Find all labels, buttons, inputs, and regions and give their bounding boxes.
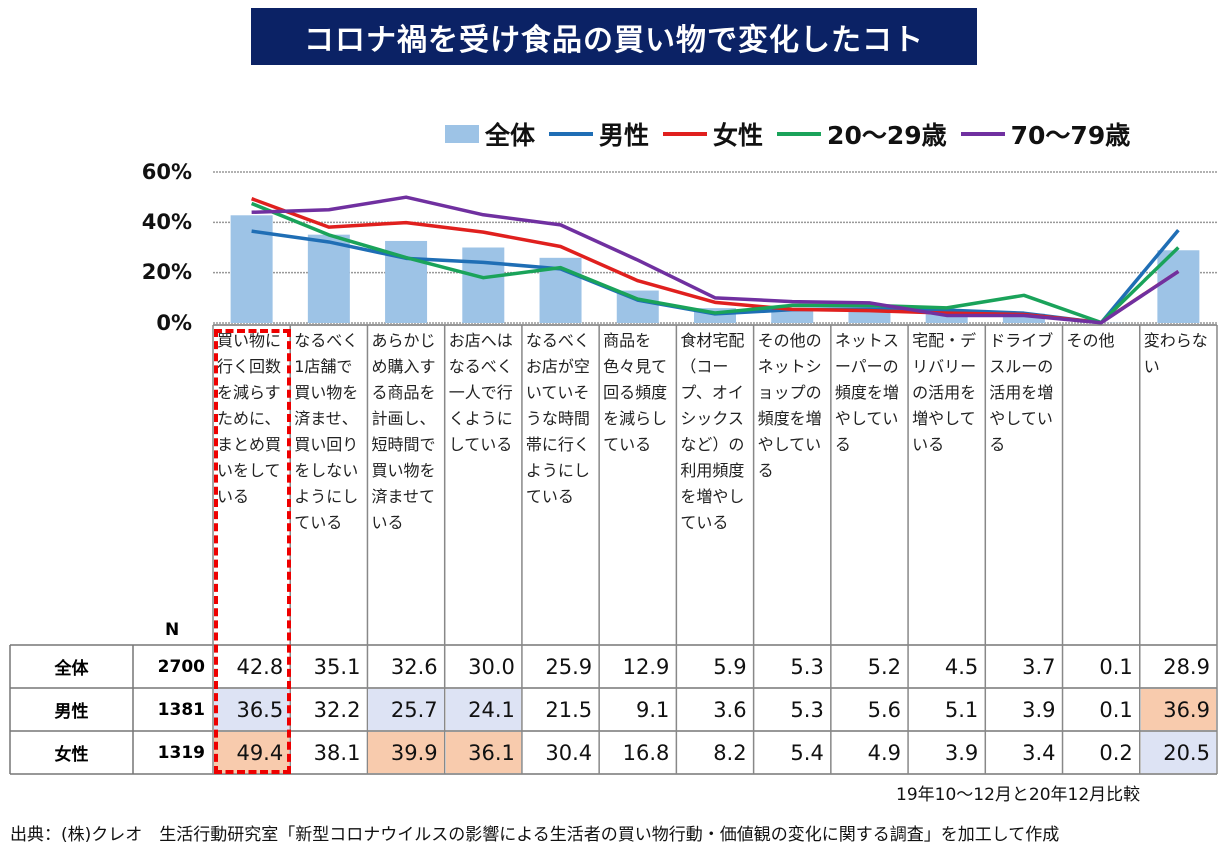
row-label: 男性 <box>54 702 89 722</box>
n-value: 1381 <box>157 699 205 720</box>
legend-item: 全体 <box>445 116 535 152</box>
table-cell: 20.5 <box>1140 732 1216 773</box>
legend-swatch <box>445 125 479 143</box>
legend-label: 70～79歳 <box>1010 121 1131 150</box>
table-cell: 36.9 <box>1140 689 1216 730</box>
series-line-70～79歳 <box>251 195 1180 325</box>
legend-swatch <box>960 132 1005 136</box>
table-cell: 0.2 <box>1099 740 1133 765</box>
bar <box>925 311 968 323</box>
category-label: その他 <box>1066 331 1115 350</box>
table-cell: 0.1 <box>1099 697 1133 722</box>
table-cell: 39.9 <box>368 732 444 773</box>
series-line-20～29歳 <box>250 201 1180 325</box>
table-cell: 5.3 <box>790 697 824 722</box>
category-label: 買い物に行く回数を減らすために、まとめ買いをしている <box>217 331 282 506</box>
legend-label: 全体 <box>485 121 536 150</box>
category-label: なるべくお店が空いていそうな時間帯に行くようにしている <box>525 331 590 506</box>
y-tick-0: 0% <box>156 311 192 335</box>
table-cell: 36.5 <box>214 689 290 730</box>
category-label: お店へはなるべく一人で行くようにしている <box>448 331 513 454</box>
table-cell: 5.9 <box>713 654 747 679</box>
table-cell: 32.2 <box>313 697 361 722</box>
table-cell: 5.2 <box>867 654 902 679</box>
category-label: なるべく1店舗で買い物を済ませ、買い回りをしないようにしている <box>294 331 359 532</box>
category-label: 食材宅配（コープ、オイシックスなど）の利用頻度を増やしている <box>680 331 745 532</box>
legend-swatch <box>777 132 822 136</box>
y-tick-40: 40% <box>141 210 192 234</box>
table-cell: 4.9 <box>867 740 902 765</box>
table-cell: 5.1 <box>944 697 979 722</box>
row-label: 女性 <box>54 745 89 765</box>
legend-label: 女性 <box>713 121 764 150</box>
category-label: 商品を色々見て回る頻度を減らしている <box>603 331 668 454</box>
n-header: N <box>165 620 180 640</box>
table-cell: 30.0 <box>468 654 515 679</box>
table-cell: 30.4 <box>545 740 593 765</box>
table-cell: 5.6 <box>867 697 902 722</box>
y-tick-60: 60% <box>141 160 192 184</box>
table-cell: 8.2 <box>713 740 747 765</box>
bar <box>848 309 891 323</box>
legend: 全体 男性 女性 20～29歳 70～79歳 <box>445 116 1144 152</box>
table-cell: 16.8 <box>622 740 670 765</box>
table-cell: 24.1 <box>445 689 521 730</box>
category-label: ネットスーパーの頻度を増やしている <box>834 331 899 454</box>
chart-title: コロナ禍を受け食品の買い物で変化したコト <box>251 8 977 65</box>
table-cell: 28.9 <box>1163 654 1210 679</box>
bar <box>462 247 505 323</box>
table-cell: 25.9 <box>545 654 593 679</box>
table-cell: 21.5 <box>545 697 593 722</box>
table-cell: 9.1 <box>635 697 670 722</box>
legend-item: 70～79歳 <box>960 116 1131 152</box>
legend-swatch <box>549 132 594 136</box>
y-tick-20: 20% <box>141 260 192 284</box>
table-cell: 32.6 <box>390 654 438 679</box>
table-cell: 49.4 <box>214 732 290 773</box>
bar <box>307 234 350 323</box>
bar <box>771 309 814 323</box>
legend-label: 男性 <box>599 121 650 150</box>
comparison-note: 19年10～12月と20年12月比較 <box>896 785 1141 805</box>
table-cell: 3.6 <box>713 697 747 722</box>
legend-item: 女性 <box>663 116 763 152</box>
table-cell: 4.5 <box>944 654 979 679</box>
bar <box>1002 313 1045 323</box>
category-label: あらかじめ購入する商品を計画し、短時間で買い物を済ませている <box>371 331 436 532</box>
table-cell: 35.1 <box>313 654 361 679</box>
legend-swatch <box>663 132 708 136</box>
row-label: 全体 <box>54 659 89 679</box>
legend-label: 20～29歳 <box>827 121 947 150</box>
legend-item: 男性 <box>549 116 649 152</box>
category-label: ドライブスルーの活用を増やしている <box>989 331 1054 454</box>
table-cell: 12.9 <box>622 654 670 679</box>
table-cell: 42.8 <box>236 654 284 679</box>
table-cell: 3.9 <box>944 740 979 765</box>
highlight-box <box>214 329 291 774</box>
category-label: 宅配・デリバリーの活用を増やしている <box>912 331 977 454</box>
table-cell: 0.1 <box>1099 654 1133 679</box>
category-label: その他のネットショップの頻度を増やしている <box>757 331 822 480</box>
table-cell: 25.7 <box>368 689 444 730</box>
table-cell: 3.9 <box>1022 697 1056 722</box>
table-cell: 3.4 <box>1022 740 1056 765</box>
legend-item: 20～29歳 <box>777 116 947 152</box>
n-value: 1319 <box>157 742 205 763</box>
table-cell: 3.7 <box>1022 654 1056 679</box>
table-cell: 5.3 <box>790 654 824 679</box>
n-value: 2700 <box>157 656 205 677</box>
table-cell: 38.1 <box>313 740 361 765</box>
table-cell: 5.4 <box>790 740 824 765</box>
source-note: 出典：(株)クレオ 生活行動研究室「新型コロナウイルスの影響による生活者の買い物… <box>10 825 1060 845</box>
table-cell: 36.1 <box>445 732 521 773</box>
category-label: 変わらない <box>1143 331 1208 376</box>
